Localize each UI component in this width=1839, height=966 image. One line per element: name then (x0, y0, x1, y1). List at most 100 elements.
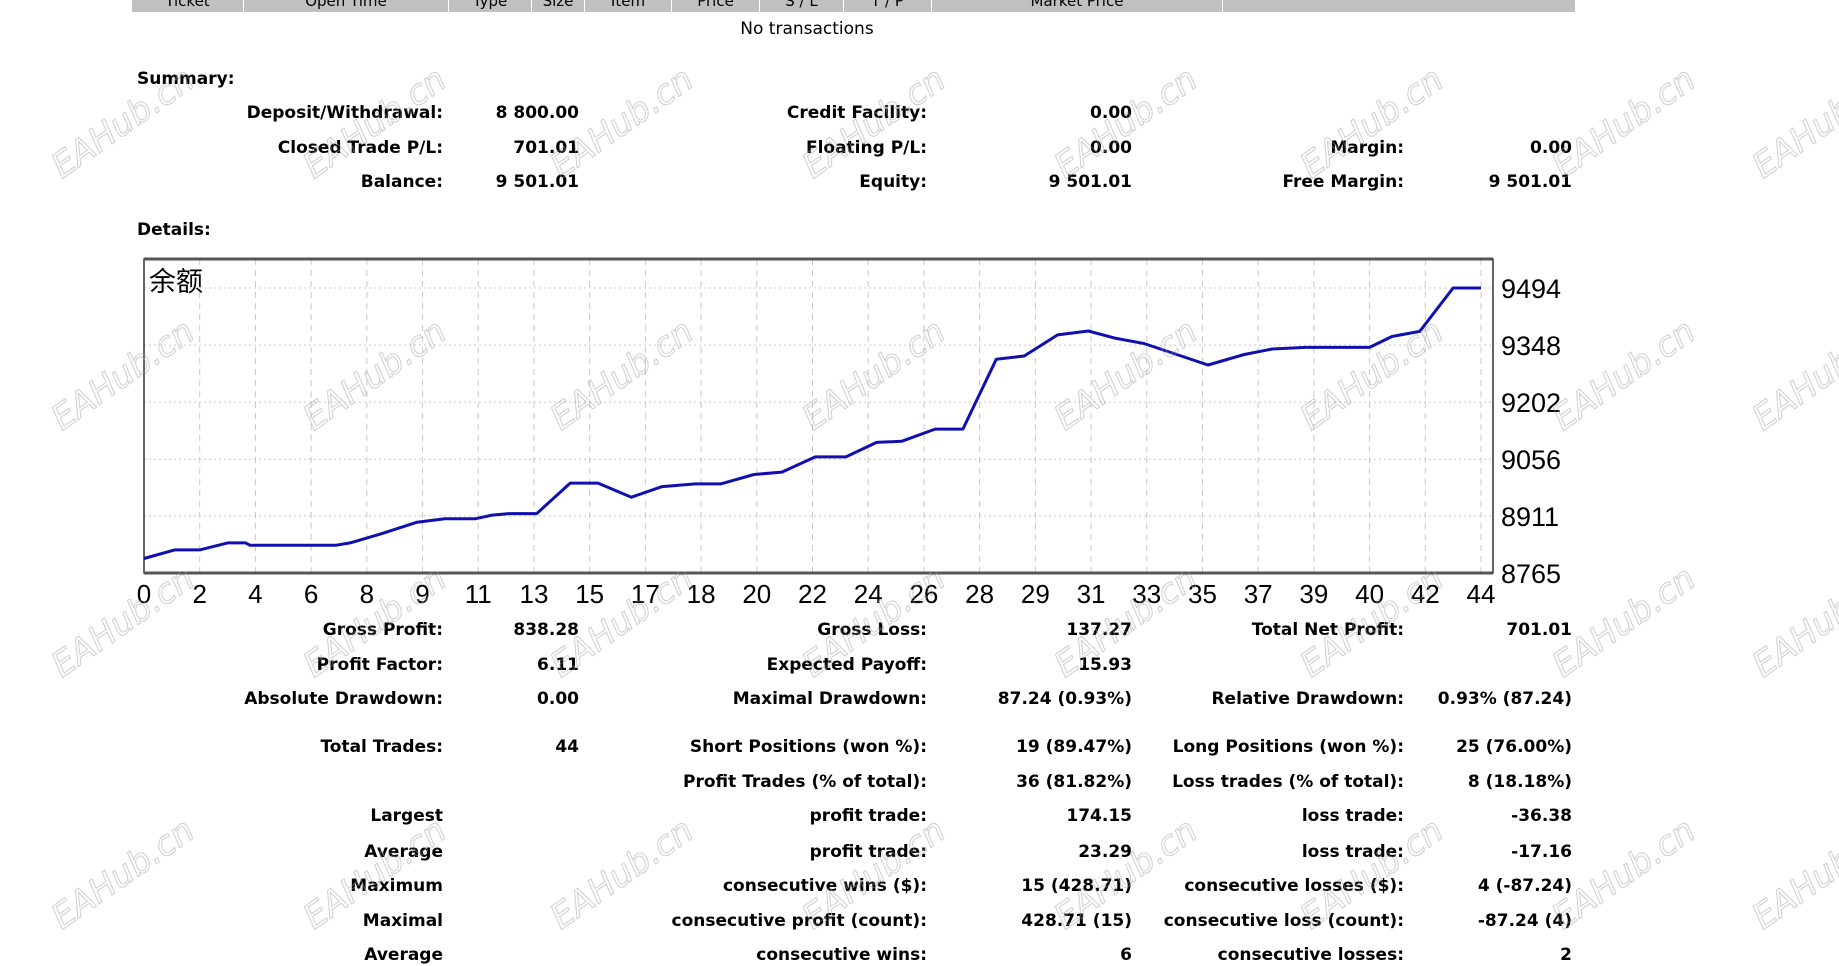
stat-label: Maximal Drawdown: (732, 689, 927, 709)
x-tick-label: 0 (137, 579, 151, 609)
stat-label: Equity: (859, 172, 927, 192)
column-header[interactable]: S / L (760, 0, 844, 12)
x-tick-label: 13 (519, 579, 548, 609)
stat-label: consecutive losses ($): (1184, 876, 1404, 896)
column-header[interactable]: T / P (844, 0, 932, 12)
x-tick-label: 4 (248, 579, 262, 609)
stat-value: -36.38 (1511, 806, 1572, 826)
y-tick-label: 8765 (1501, 559, 1561, 589)
x-tick-label: 9 (415, 579, 429, 609)
stat-label: Loss trades (% of total): (1172, 772, 1404, 792)
stat-label: Total Trades: (320, 737, 443, 757)
stat-value: 2 (1560, 945, 1572, 965)
x-tick-label: 33 (1132, 579, 1161, 609)
y-tick-label: 9056 (1501, 445, 1561, 475)
column-header[interactable]: Type (449, 0, 532, 12)
stat-value: -87.24 (4) (1477, 911, 1572, 931)
x-tick-label: 37 (1244, 579, 1273, 609)
x-tick-label: 28 (965, 579, 994, 609)
stat-label: Free Margin: (1282, 172, 1404, 192)
summary-title: Summary: (137, 69, 235, 89)
stat-label: Maximum (350, 876, 443, 896)
stat-label: consecutive losses: (1217, 945, 1404, 965)
stat-value: 8 800.00 (495, 103, 579, 123)
column-header[interactable]: Price (672, 0, 760, 12)
x-tick-label: 26 (909, 579, 938, 609)
stat-value: 0.93% (87.24) (1437, 689, 1572, 709)
stat-value: 19 (89.47%) (1016, 737, 1132, 757)
stat-label: Floating P/L: (805, 138, 927, 158)
balance-line (143, 286, 1481, 560)
x-tick-label: 8 (360, 579, 374, 609)
stat-value: 9 501.01 (1048, 172, 1132, 192)
stat-value: 9 501.01 (495, 172, 579, 192)
stat-label: Deposit/Withdrawal: (246, 103, 443, 123)
stat-value: 428.71 (15) (1021, 911, 1132, 931)
stat-value: 23.29 (1078, 842, 1132, 862)
y-tick-label: 9202 (1501, 388, 1561, 418)
x-tick-label: 11 (465, 579, 492, 609)
x-tick-label: 42 (1411, 579, 1440, 609)
y-tick-label: 9348 (1501, 331, 1561, 361)
y-tick-label: 9494 (1501, 274, 1561, 304)
stat-label: Short Positions (won %): (689, 737, 927, 757)
column-header[interactable]: Size (532, 0, 585, 12)
stat-label: Average (364, 945, 443, 965)
stat-value: 87.24 (0.93%) (997, 689, 1132, 709)
stat-label: Long Positions (won %): (1172, 737, 1404, 757)
stat-value: 0.00 (1090, 103, 1132, 123)
column-header[interactable]: Market Price (932, 0, 1223, 12)
chart-plot-area (144, 259, 1493, 573)
no-transactions-text: No transactions (740, 19, 874, 39)
stat-value: 0.00 (1090, 138, 1132, 158)
details-title: Details: (137, 220, 211, 240)
column-header[interactable] (1223, 0, 1576, 12)
x-tick-label: 18 (687, 579, 716, 609)
stat-label: consecutive loss (count): (1163, 911, 1404, 931)
stat-value: 44 (555, 737, 579, 757)
stat-label: Largest (370, 806, 443, 826)
x-tick-label: 6 (304, 579, 318, 609)
column-header[interactable]: Ticket (132, 0, 244, 12)
x-tick-label: 2 (192, 579, 206, 609)
stat-value: 25 (76.00%) (1456, 737, 1572, 757)
x-tick-label: 29 (1021, 579, 1050, 609)
stat-label: Closed Trade P/L: (277, 138, 443, 158)
stat-label: Relative Drawdown: (1211, 689, 1404, 709)
x-tick-label: 35 (1188, 579, 1217, 609)
stat-value: 15 (428.71) (1021, 876, 1132, 896)
stat-value: 701.01 (1506, 620, 1572, 640)
stat-value: 0.00 (537, 689, 579, 709)
stat-label: Balance: (360, 172, 443, 192)
stat-label: loss trade: (1301, 806, 1404, 826)
x-tick-label: 22 (798, 579, 827, 609)
x-tick-label: 15 (575, 579, 604, 609)
stat-label: Absolute Drawdown: (244, 689, 443, 709)
column-header[interactable]: Item (585, 0, 672, 12)
stat-label: Profit Factor: (316, 655, 443, 675)
x-tick-label: 20 (742, 579, 771, 609)
column-header[interactable]: Open Time (244, 0, 449, 12)
stat-label: Credit Facility: (786, 103, 927, 123)
stat-value: 0.00 (1530, 138, 1572, 158)
stat-label: loss trade: (1301, 842, 1404, 862)
stat-label: consecutive profit (count): (671, 911, 927, 931)
stat-label: Total Net Profit: (1251, 620, 1404, 640)
stat-label: Gross Loss: (817, 620, 927, 640)
x-tick-label: 17 (631, 579, 660, 609)
x-tick-label: 39 (1299, 579, 1328, 609)
stat-value: 36 (81.82%) (1016, 772, 1132, 792)
stat-value: -17.16 (1511, 842, 1572, 862)
stat-value: 6.11 (537, 655, 579, 675)
stat-label: Profit Trades (% of total): (682, 772, 927, 792)
stat-value: 4 (-87.24) (1477, 876, 1572, 896)
stat-value: 137.27 (1066, 620, 1132, 640)
y-tick-label: 8911 (1501, 502, 1559, 532)
stat-value: 838.28 (513, 620, 579, 640)
stat-label: Margin: (1330, 138, 1404, 158)
stat-label: Average (364, 842, 443, 862)
stat-label: Expected Payoff: (766, 655, 927, 675)
x-tick-label: 40 (1355, 579, 1384, 609)
